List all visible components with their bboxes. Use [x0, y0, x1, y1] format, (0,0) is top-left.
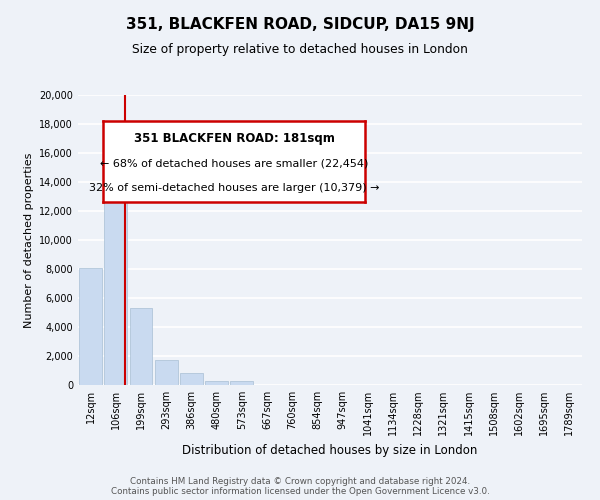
Text: Size of property relative to detached houses in London: Size of property relative to detached ho… [132, 42, 468, 56]
Y-axis label: Number of detached properties: Number of detached properties [24, 152, 34, 328]
Bar [79, 268, 102, 385]
Text: 351, BLACKFEN ROAD, SIDCUP, DA15 9NJ: 351, BLACKFEN ROAD, SIDCUP, DA15 9NJ [125, 18, 475, 32]
Bar [230, 380, 253, 385]
Bar [205, 380, 228, 385]
X-axis label: Distribution of detached houses by size in London: Distribution of detached houses by size … [182, 444, 478, 456]
Bar [130, 308, 152, 385]
Bar [104, 144, 127, 385]
Bar [180, 374, 203, 385]
Bar [155, 360, 178, 385]
Text: 32% of semi-detached houses are larger (10,379) →: 32% of semi-detached houses are larger (… [89, 182, 379, 192]
Text: Contains HM Land Registry data © Crown copyright and database right 2024.: Contains HM Land Registry data © Crown c… [130, 477, 470, 486]
Text: ← 68% of detached houses are smaller (22,454): ← 68% of detached houses are smaller (22… [100, 158, 368, 168]
Text: 351 BLACKFEN ROAD: 181sqm: 351 BLACKFEN ROAD: 181sqm [134, 132, 335, 145]
Text: Contains public sector information licensed under the Open Government Licence v3: Contains public sector information licen… [110, 487, 490, 496]
